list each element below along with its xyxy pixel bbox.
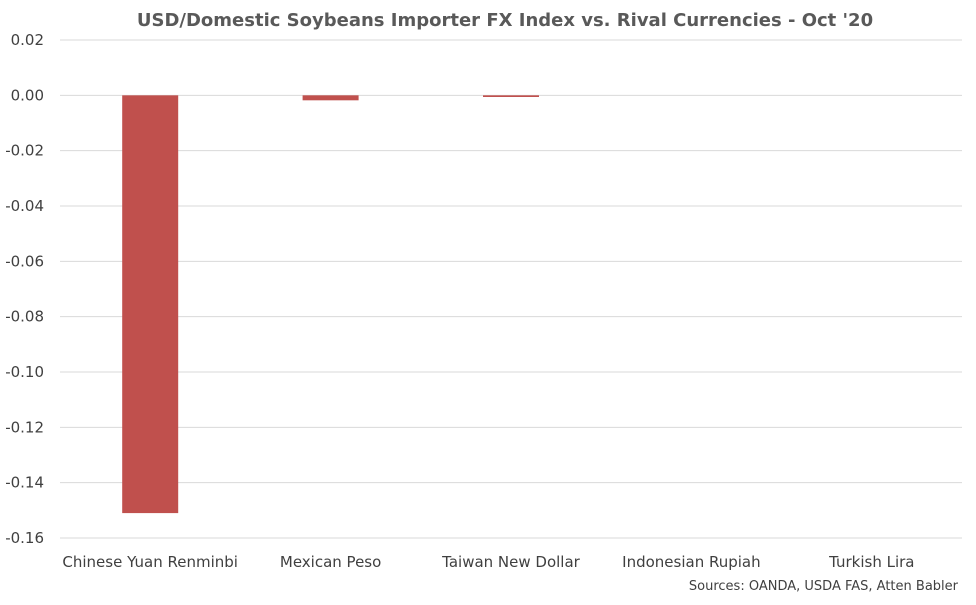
x-category-label: Chinese Yuan Renminbi <box>62 553 238 571</box>
x-category-label: Turkish Lira <box>828 553 914 571</box>
y-tick-label: -0.02 <box>5 142 44 160</box>
y-tick-label: -0.04 <box>5 197 44 215</box>
y-tick-label: 0.02 <box>11 31 44 49</box>
bars <box>122 95 539 514</box>
x-axis-labels: Chinese Yuan Renminbi Mexican Peso Taiwan … <box>62 553 914 571</box>
bar <box>122 95 179 514</box>
y-axis-ticks: 0.02 0.00 -0.02 -0.04 -0.06 -0.08 -0.10 -0.12 -0… <box>5 31 44 547</box>
x-category-label: Taiwan New Dollar <box>441 553 581 571</box>
chart-title: USD/Domestic Soybeans Importer FX Index … <box>137 10 873 31</box>
bar <box>302 95 359 101</box>
x-category-label: Indonesian Rupiah <box>622 553 760 571</box>
y-tick-label: -0.06 <box>5 252 44 270</box>
y-tick-label: -0.12 <box>5 418 44 436</box>
bar <box>483 95 539 97</box>
y-tick-label: -0.08 <box>5 308 44 326</box>
y-tick-label: -0.14 <box>5 474 44 492</box>
source-note: Sources: OANDA, USDA FAS, Atten Babler <box>689 579 959 594</box>
y-tick-label: 0.00 <box>11 86 44 104</box>
gridlines <box>60 39 962 539</box>
x-category-label: Mexican Peso <box>280 553 381 571</box>
y-tick-label: -0.10 <box>5 363 44 381</box>
y-tick-label: -0.16 <box>5 529 44 547</box>
